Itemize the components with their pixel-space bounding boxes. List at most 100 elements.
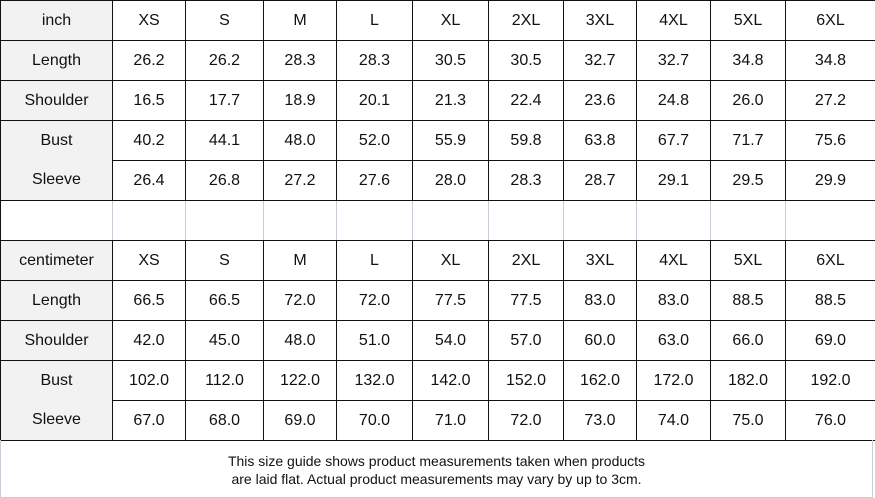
measurement-cell: 172.0 (636, 360, 711, 401)
measurement-cell: 76.0 (785, 400, 875, 441)
measurement-cell: 45.0 (185, 320, 264, 361)
note-line-2: are laid flat. Actual product measuremen… (231, 471, 642, 487)
measurement-cell: 29.1 (636, 160, 711, 201)
empty-cell (488, 200, 564, 241)
measurement-cell: 73.0 (563, 400, 637, 441)
empty-cell (563, 200, 637, 241)
measurement-cell: 63.8 (563, 120, 637, 161)
measurement-cell: 182.0 (710, 360, 786, 401)
empty-cell (710, 200, 786, 241)
measurement-cell: 42.0 (112, 320, 186, 361)
measurement-cell: 72.0 (336, 280, 413, 321)
header-row: centimeter XS S M L XL 2XL 3XL 4XL 5XL 6XL (0, 240, 875, 281)
measurement-cell: 77.5 (412, 280, 489, 321)
empty-cell (263, 200, 337, 241)
measurement-cell: 75.6 (785, 120, 875, 161)
table-row: Length 66.5 66.5 72.0 72.0 77.5 77.5 83.0 83.0 88… (0, 280, 875, 321)
measurement-cell: 51.0 (336, 320, 413, 361)
spacer-row (0, 200, 875, 241)
table-row: Sleeve 26.4 26.8 27.2 27.6 28.0 28.3 28.7 29.1 29… (0, 160, 875, 201)
size-header: L (336, 240, 413, 281)
size-header: XL (412, 240, 489, 281)
measurement-cell: 66.5 (112, 280, 186, 321)
measurement-cell: 28.0 (412, 160, 489, 201)
size-header: 3XL (563, 240, 637, 281)
measurement-cell: 67.7 (636, 120, 711, 161)
measurement-cell: 122.0 (263, 360, 337, 401)
measurement-cell: 71.0 (412, 400, 489, 441)
row-label: Shoulder (0, 320, 113, 361)
row-label: Shoulder (0, 80, 113, 121)
measurement-cell: 77.5 (488, 280, 564, 321)
table-row: Shoulder 42.0 45.0 48.0 51.0 54.0 57.0 60.0 63.0… (0, 320, 875, 361)
measurement-cell: 72.0 (263, 280, 337, 321)
measurement-cell: 32.7 (563, 40, 637, 81)
size-header: M (263, 0, 337, 41)
measurement-cell: 26.0 (710, 80, 786, 121)
size-header: 6XL (785, 240, 875, 281)
measurement-cell: 20.1 (336, 80, 413, 121)
measurement-cell: 32.7 (636, 40, 711, 81)
measurement-cell: 17.7 (185, 80, 264, 121)
measurement-cell: 192.0 (785, 360, 875, 401)
measurement-cell: 21.3 (412, 80, 489, 121)
measurement-cell: 66.5 (185, 280, 264, 321)
table-row: Length 26.2 26.2 28.3 28.3 30.5 30.5 32.7 32.7 34… (0, 40, 875, 81)
measurement-cell: 132.0 (336, 360, 413, 401)
measurement-cell: 162.0 (563, 360, 637, 401)
measurement-cell: 27.2 (263, 160, 337, 201)
measurement-cell: 66.0 (710, 320, 786, 361)
measurement-cell: 29.5 (710, 160, 786, 201)
measurement-cell: 40.2 (112, 120, 186, 161)
size-header: 3XL (563, 0, 637, 41)
size-header: 5XL (710, 0, 786, 41)
measurement-cell: 30.5 (488, 40, 564, 81)
measurement-cell: 55.9 (412, 120, 489, 161)
table-row: Bust 40.2 44.1 48.0 52.0 55.9 59.8 63.8 67.7 71.7… (0, 120, 875, 161)
measurement-cell: 48.0 (263, 120, 337, 161)
measurement-cell: 70.0 (336, 400, 413, 441)
unit-header: inch (0, 0, 113, 41)
row-label: Sleeve (0, 400, 113, 441)
measurement-cell: 57.0 (488, 320, 564, 361)
size-header: XS (112, 0, 186, 41)
table-row: Sleeve 67.0 68.0 69.0 70.0 71.0 72.0 73.0 74.0 75… (0, 400, 875, 441)
measurement-cell: 24.8 (636, 80, 711, 121)
measurement-cell: 22.4 (488, 80, 564, 121)
measurement-cell: 63.0 (636, 320, 711, 361)
empty-cell (185, 200, 264, 241)
size-header: S (185, 240, 264, 281)
row-label: Length (0, 40, 113, 81)
measurement-cell: 27.6 (336, 160, 413, 201)
header-row: inch XS S M L XL 2XL 3XL 4XL 5XL 6XL (0, 0, 875, 41)
empty-cell (112, 200, 186, 241)
measurement-cell: 60.0 (563, 320, 637, 361)
row-label: Bust (0, 120, 113, 161)
size-header: M (263, 240, 337, 281)
measurement-cell: 152.0 (488, 360, 564, 401)
measurement-cell: 75.0 (710, 400, 786, 441)
empty-cell (636, 200, 711, 241)
measurement-cell: 142.0 (412, 360, 489, 401)
empty-cell (412, 200, 489, 241)
table-row: Shoulder 16.5 17.7 18.9 20.1 21.3 22.4 23.6 24.8… (0, 80, 875, 121)
measurement-cell: 34.8 (785, 40, 875, 81)
measurement-cell: 69.0 (263, 400, 337, 441)
measurement-cell: 44.1 (185, 120, 264, 161)
size-header: 5XL (710, 240, 786, 281)
row-label: Bust (0, 360, 113, 401)
measurement-cell: 102.0 (112, 360, 186, 401)
measurement-cell: 74.0 (636, 400, 711, 441)
measurement-cell: 68.0 (185, 400, 264, 441)
size-header: 4XL (636, 0, 711, 41)
measurement-cell: 26.2 (112, 40, 186, 81)
size-header: 4XL (636, 240, 711, 281)
size-guide-note: This size guide shows product measuremen… (0, 440, 873, 498)
measurement-cell: 54.0 (412, 320, 489, 361)
measurement-cell: 34.8 (710, 40, 786, 81)
size-header: 2XL (488, 0, 564, 41)
measurement-cell: 28.7 (563, 160, 637, 201)
measurement-cell: 72.0 (488, 400, 564, 441)
size-header: L (336, 0, 413, 41)
measurement-cell: 26.4 (112, 160, 186, 201)
